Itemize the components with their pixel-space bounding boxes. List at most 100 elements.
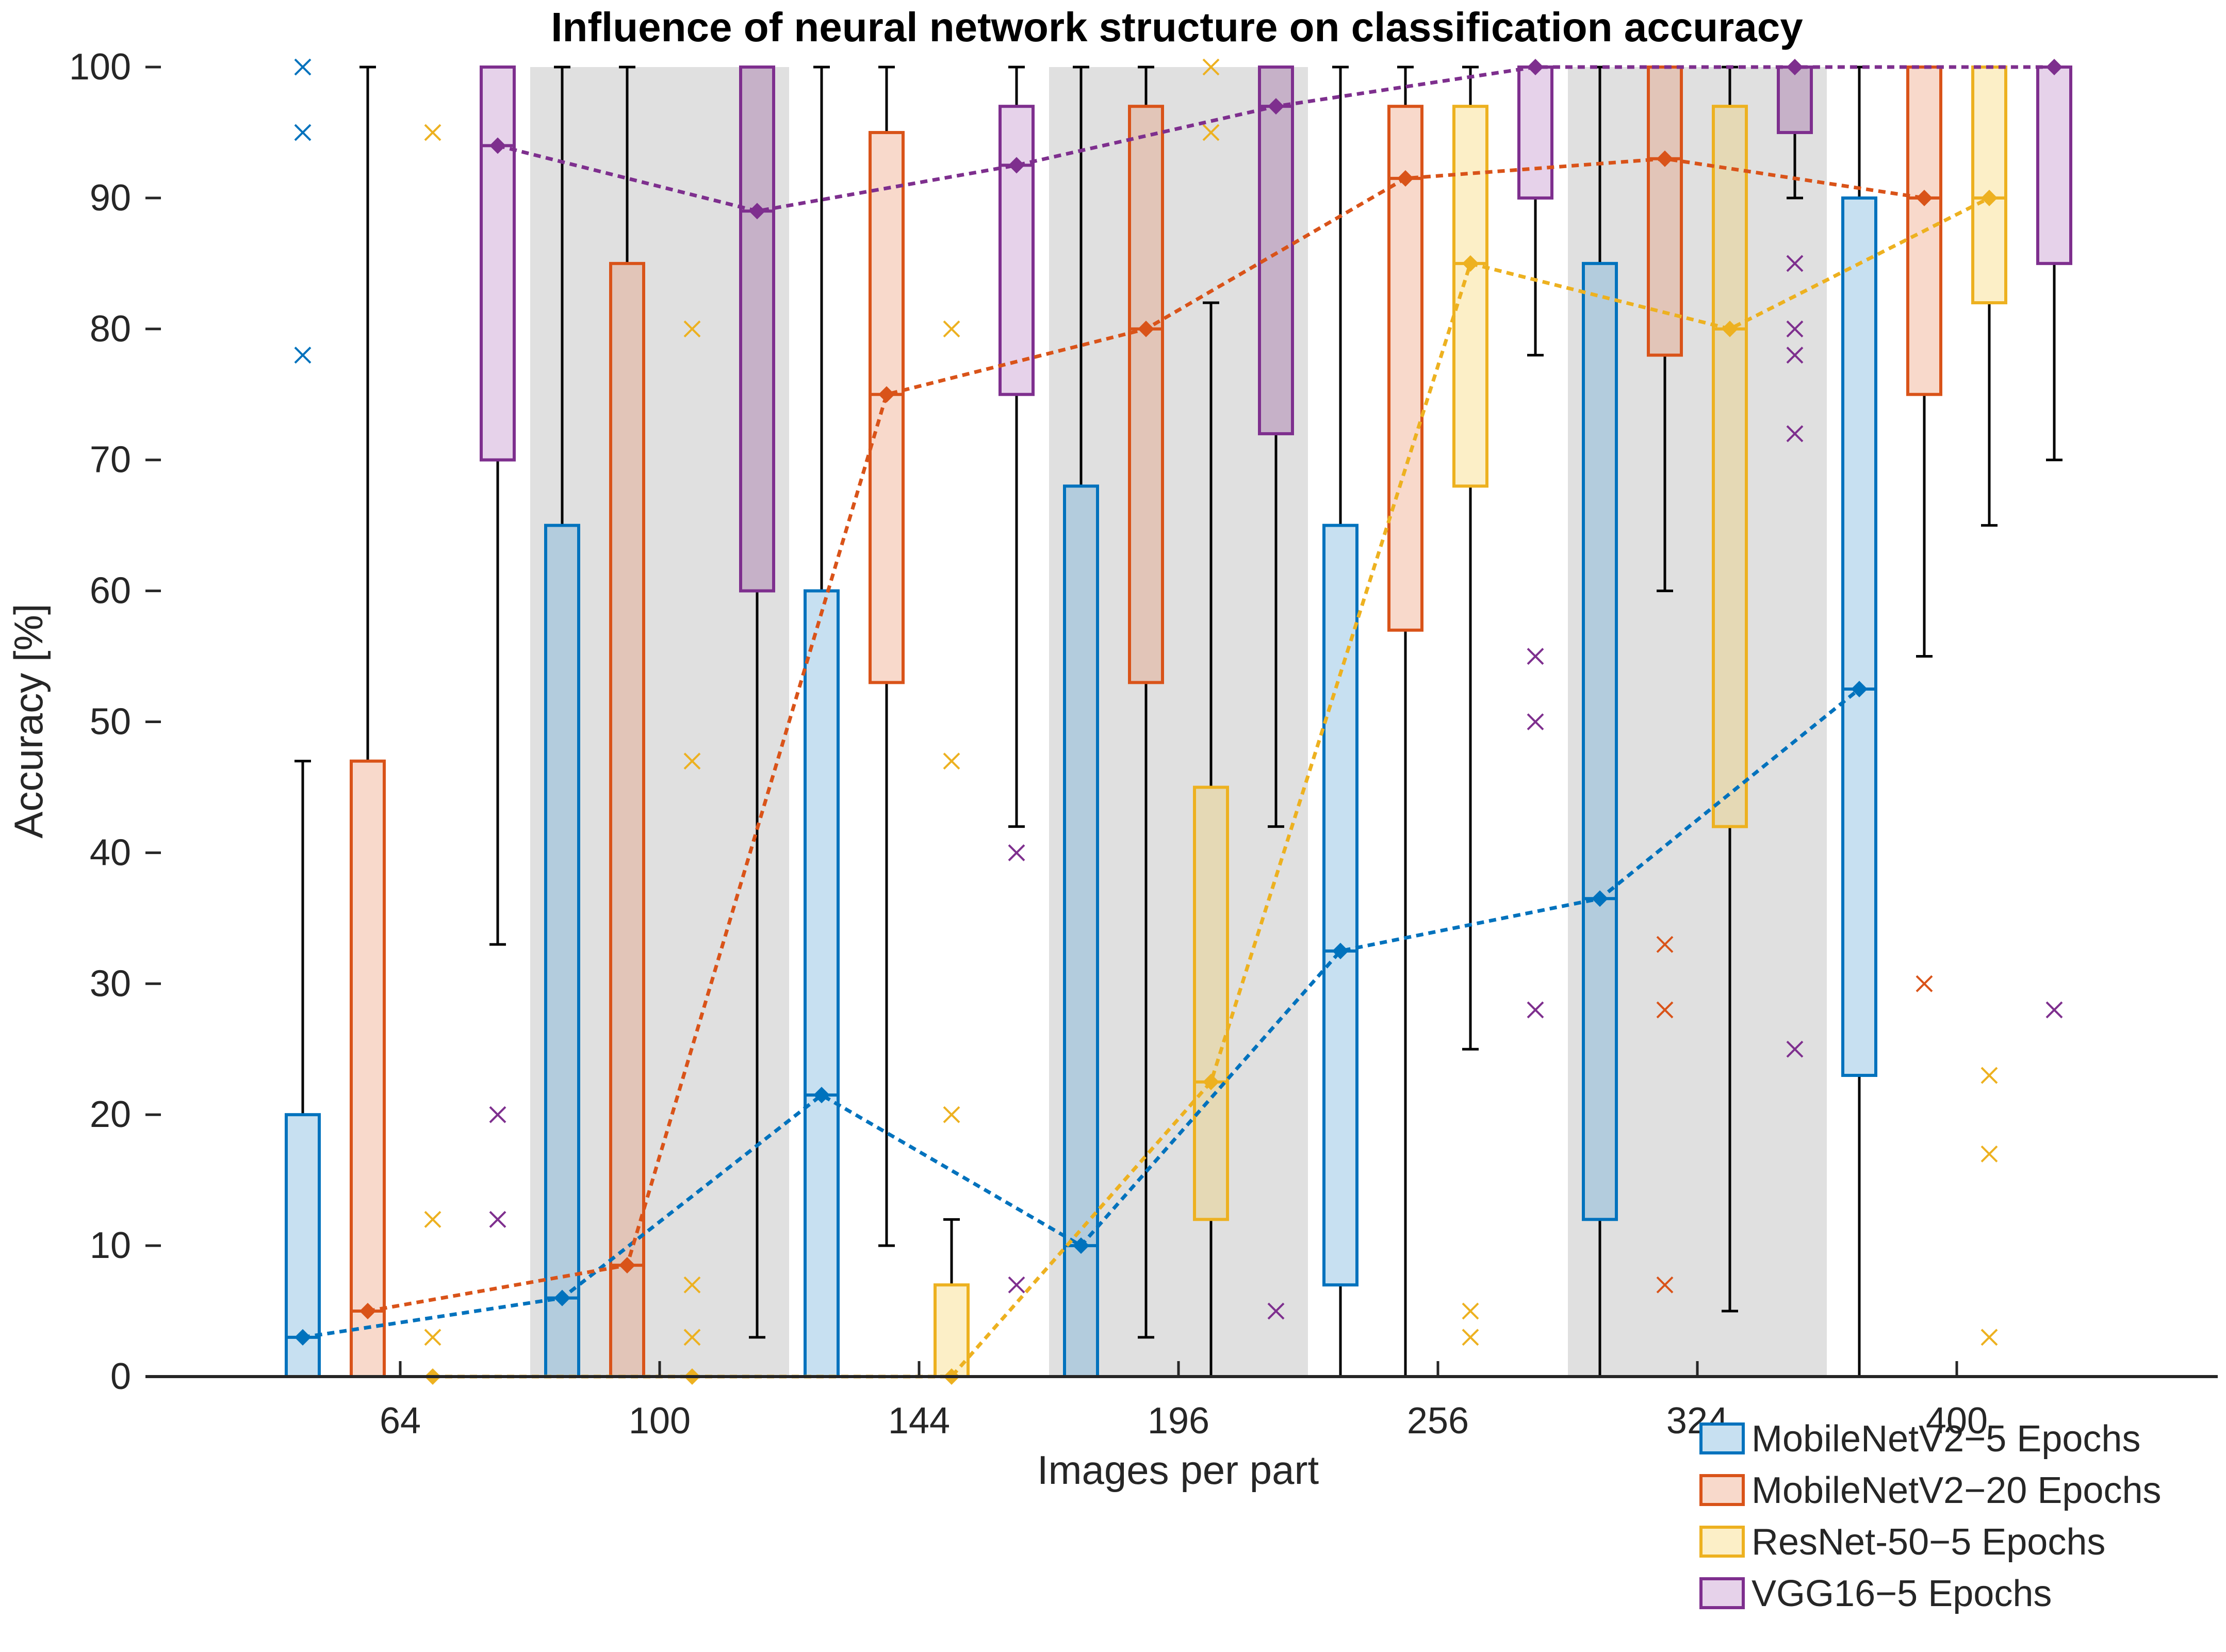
outlier-stroke-b: [424, 1211, 441, 1228]
box-1-324: [1582, 66, 1618, 1378]
x-tick-label-196: 196: [1148, 1400, 1209, 1442]
outlier-marker: [424, 1329, 441, 1346]
box-1-100: [544, 66, 580, 1378]
y-tick-label-20: 20: [90, 1094, 131, 1135]
outlier-stroke-b: [424, 124, 441, 141]
box-body: [869, 130, 905, 684]
outlier-stroke-b: [1527, 648, 1544, 665]
outlier-stroke-b: [1786, 347, 1804, 364]
chart-title: Influence of neural network structure on…: [551, 4, 1803, 50]
outlier-stroke-b: [1527, 713, 1544, 730]
outlier-marker: [1462, 1329, 1479, 1346]
box-body: [1258, 66, 1294, 435]
median-diamond-256: [1397, 170, 1414, 187]
outlier-marker: [1527, 1001, 1544, 1019]
outlier-stroke-b: [1462, 1302, 1479, 1320]
median-diamond-400: [1916, 189, 1933, 206]
legend-item-1: MobileNetV2−5 Epochs: [1699, 1418, 2140, 1460]
outlier-marker: [2045, 1001, 2063, 1019]
box-4-64: [480, 66, 516, 1228]
median-diamond-144: [878, 386, 895, 403]
box-body: [1452, 105, 1488, 488]
legend-label: ResNet-50−5 Epochs: [1752, 1522, 2105, 1563]
outlier-stroke-b: [943, 320, 960, 338]
outlier-stroke-b: [294, 347, 312, 364]
box-1-400: [1841, 66, 1877, 1378]
box-4-144: [999, 66, 1035, 1294]
box-2-196: [1128, 66, 1164, 1339]
box-2-256: [1387, 66, 1423, 1378]
median-diamond-196: [1073, 1237, 1089, 1254]
median-diamond-64: [294, 1329, 311, 1346]
x-tick-label-144: 144: [888, 1400, 950, 1442]
median-diamond-256: [1527, 59, 1544, 75]
outlier-marker: [1656, 936, 1674, 953]
median-diamond-400: [2046, 59, 2063, 75]
outlier-stroke-b: [1656, 1276, 1674, 1294]
y-tick-label-50: 50: [90, 701, 131, 743]
box-3-324: [1712, 66, 1748, 1313]
legend-item-3: ResNet-50−5 Epochs: [1699, 1522, 2105, 1563]
outlier-stroke-b: [1786, 1040, 1804, 1058]
outlier-marker: [683, 1329, 701, 1346]
median-diamond-324: [1787, 59, 1803, 75]
outlier-marker: [1462, 1302, 1479, 1320]
median-diamond-256: [1462, 255, 1479, 272]
series-4-median-trend: [489, 59, 2063, 220]
box-body: [1971, 66, 2007, 305]
outlier-stroke-b: [943, 753, 960, 770]
outlier-marker: [1786, 255, 1804, 272]
box-body: [1517, 66, 1553, 200]
median-diamond-100: [554, 1289, 570, 1306]
legend-label: MobileNetV2−20 Epochs: [1752, 1470, 2162, 1511]
median-diamond-144: [813, 1087, 830, 1104]
median-diamond-64: [359, 1303, 376, 1320]
outlier-stroke-b: [1008, 1276, 1025, 1294]
box-2-400: [1906, 66, 1942, 992]
outlier-stroke-b: [489, 1211, 506, 1228]
box-3-256: [1452, 66, 1488, 1346]
box-4-196: [1258, 66, 1294, 1320]
outlier-marker: [1786, 425, 1804, 443]
x-tick-label-400: 400: [1926, 1400, 1988, 1442]
outlier-stroke-b: [683, 1329, 701, 1346]
outlier-marker: [294, 58, 312, 76]
legend-swatch: [1699, 1474, 1745, 1506]
outlier-stroke-b: [683, 1276, 701, 1294]
outlier-stroke-b: [1981, 1329, 1998, 1346]
legend-item-4: VGG16−5 Epochs: [1699, 1573, 2052, 1614]
box-3-196: [1193, 58, 1229, 1378]
outlier-stroke-b: [294, 124, 312, 141]
y-tick-label-10: 10: [90, 1225, 131, 1266]
outlier-stroke-b: [1008, 844, 1025, 861]
box-3-144: [934, 320, 970, 1379]
box-series: [285, 58, 2072, 1379]
outlier-stroke-b: [1786, 255, 1804, 272]
legend-swatch: [1699, 1526, 1745, 1558]
outlier-marker: [1981, 1145, 1998, 1163]
box-2-144: [869, 66, 905, 1247]
box-body: [544, 524, 580, 1378]
box-body: [1582, 261, 1618, 1221]
x-tick-label-100: 100: [629, 1400, 691, 1442]
median-diamond-196: [1268, 98, 1284, 115]
outlier-stroke-b: [1656, 1001, 1674, 1019]
x-axis-label: Images per part: [1037, 1447, 1319, 1493]
outlier-stroke-b: [1656, 936, 1674, 953]
box-1-256: [1322, 66, 1358, 1378]
axes: 64 100 144 196 256 324 400: [145, 1361, 2218, 1442]
outlier-stroke-b: [489, 1106, 506, 1123]
outlier-marker: [1008, 844, 1025, 861]
box-body: [609, 261, 645, 1378]
series-2-boxes: [350, 66, 1942, 1378]
box-4-256: [1517, 66, 1553, 1019]
outlier-marker: [1656, 1276, 1674, 1294]
median-diamond-64: [489, 137, 506, 154]
outlier-stroke-b: [1202, 124, 1220, 141]
box-body: [1322, 524, 1358, 1287]
outlier-marker: [1527, 648, 1544, 665]
median-diamond-400: [1851, 681, 1868, 698]
outlier-marker: [683, 320, 701, 338]
outlier-marker: [1202, 124, 1220, 141]
